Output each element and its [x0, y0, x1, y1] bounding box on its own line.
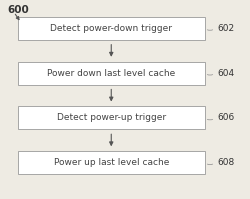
Bar [18, 62, 205, 85]
Text: 602: 602 [218, 24, 235, 33]
Bar [18, 17, 205, 40]
Text: 606: 606 [218, 113, 235, 122]
Bar [18, 151, 205, 174]
Bar [18, 106, 205, 129]
Text: 608: 608 [218, 158, 235, 167]
Text: Detect power-up trigger: Detect power-up trigger [57, 113, 166, 122]
Text: 600: 600 [8, 5, 29, 15]
Text: Power down last level cache: Power down last level cache [47, 69, 176, 78]
Text: Detect power-down trigger: Detect power-down trigger [50, 24, 172, 33]
Text: Power up last level cache: Power up last level cache [54, 158, 169, 167]
Text: 604: 604 [218, 69, 235, 78]
